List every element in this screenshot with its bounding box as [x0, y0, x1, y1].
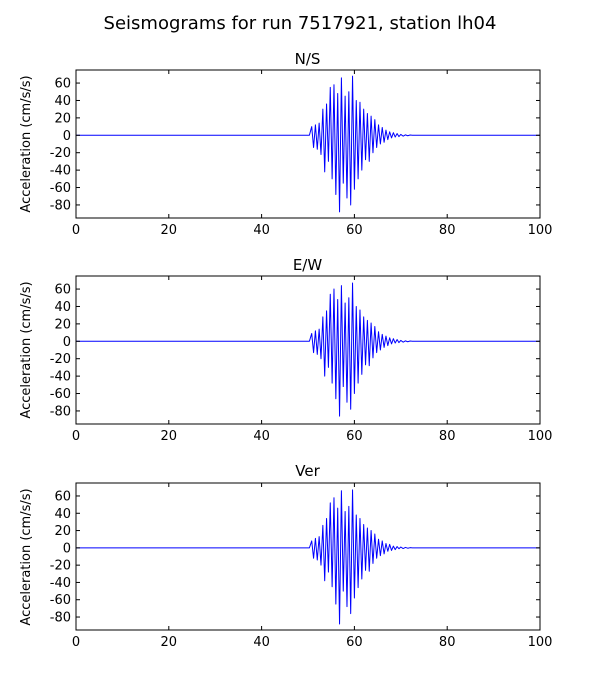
ver-y-tick-label: -80 — [50, 611, 71, 626]
ver-y-tick-label: -40 — [50, 576, 71, 591]
ns-x-tick-label: 60 — [346, 223, 363, 238]
ew-y-tick-label: 60 — [54, 283, 71, 298]
ver-y-tick-label: -20 — [50, 559, 71, 574]
ns-x-tick-label: 20 — [161, 223, 178, 238]
ver-axes-frame — [75, 482, 541, 631]
ew-y-tick-label: -20 — [50, 352, 71, 367]
ns-x-tick-label: 100 — [528, 223, 553, 238]
ew-y-tick-label: 0 — [63, 335, 71, 350]
ver-y-tick-label: 40 — [54, 507, 71, 522]
ns-y-tick-label: -40 — [50, 164, 71, 179]
ver-x-tick-label: 100 — [528, 635, 553, 650]
ns-x-tick-label: 0 — [72, 223, 80, 238]
ew-y-tick-label: -60 — [50, 387, 71, 402]
ver-panel-title: Ver — [295, 462, 320, 480]
ver-y-tick-label: 60 — [54, 489, 71, 504]
ew-x-tick-label: 20 — [161, 429, 178, 444]
ver-x-tick-label: 0 — [72, 635, 80, 650]
ns-y-tick-label: -20 — [50, 146, 71, 161]
ew-y-axis-label: Acceleration (cm/s/s) — [19, 281, 34, 418]
ns-y-tick-label: 0 — [63, 129, 71, 144]
ns-y-tick-label: 40 — [54, 94, 71, 109]
ver-x-tick-label: 20 — [161, 635, 178, 650]
ns-y-tick-label: 20 — [54, 111, 71, 126]
ew-y-tick-label: 40 — [54, 300, 71, 315]
ver-y-tick-label: -60 — [50, 593, 71, 608]
ew-x-tick-label: 40 — [253, 429, 270, 444]
ver-x-tick-label: 40 — [253, 635, 270, 650]
ns-y-tick-label: -80 — [50, 198, 71, 213]
ew-series-line-0 — [76, 282, 540, 417]
ver-series-line-0 — [76, 489, 540, 625]
ns-y-axis-label: Acceleration (cm/s/s) — [19, 75, 34, 212]
ew-y-tick-label: -40 — [50, 370, 71, 385]
ew-x-tick-label: 80 — [439, 429, 456, 444]
ns-series-line-0 — [76, 75, 540, 213]
ver-y-tick-label: 0 — [63, 541, 71, 556]
ew-panel: E/W Acceleration (cm/s/s) 0 20 40 60 80 100 60… — [19, 256, 552, 444]
ver-x-tick-label: 80 — [439, 635, 456, 650]
ns-panel-title: N/S — [295, 50, 321, 68]
ew-x-tick-label: 60 — [346, 429, 363, 444]
ver-y-axis-label: Acceleration (cm/s/s) — [19, 488, 34, 625]
ns-x-tick-label: 40 — [253, 223, 270, 238]
ew-y-tick-label: 20 — [54, 317, 71, 332]
ew-x-tick-label: 0 — [72, 429, 80, 444]
figure-title: Seismograms for run 7517921, station lh0… — [104, 13, 497, 34]
ew-panel-title: E/W — [293, 256, 323, 274]
ver-y-tick-label: 20 — [54, 524, 71, 539]
ew-x-tick-label: 100 — [528, 429, 553, 444]
ns-y-tick-label: -60 — [50, 181, 71, 196]
ns-y-tick-label: 60 — [54, 77, 71, 92]
ns-x-tick-label: 80 — [439, 223, 456, 238]
ew-y-tick-label: -80 — [50, 404, 71, 419]
ver-x-tick-label: 60 — [346, 635, 363, 650]
ns-panel: N/S Acceleration (cm/s/s) 0 20 40 60 80 100 60… — [19, 50, 552, 238]
ew-axes-frame — [75, 275, 541, 425]
ns-axes-frame — [75, 69, 541, 219]
ver-panel: Ver Acceleration (cm/s/s) 0 20 40 60 80 100 60… — [19, 462, 552, 650]
